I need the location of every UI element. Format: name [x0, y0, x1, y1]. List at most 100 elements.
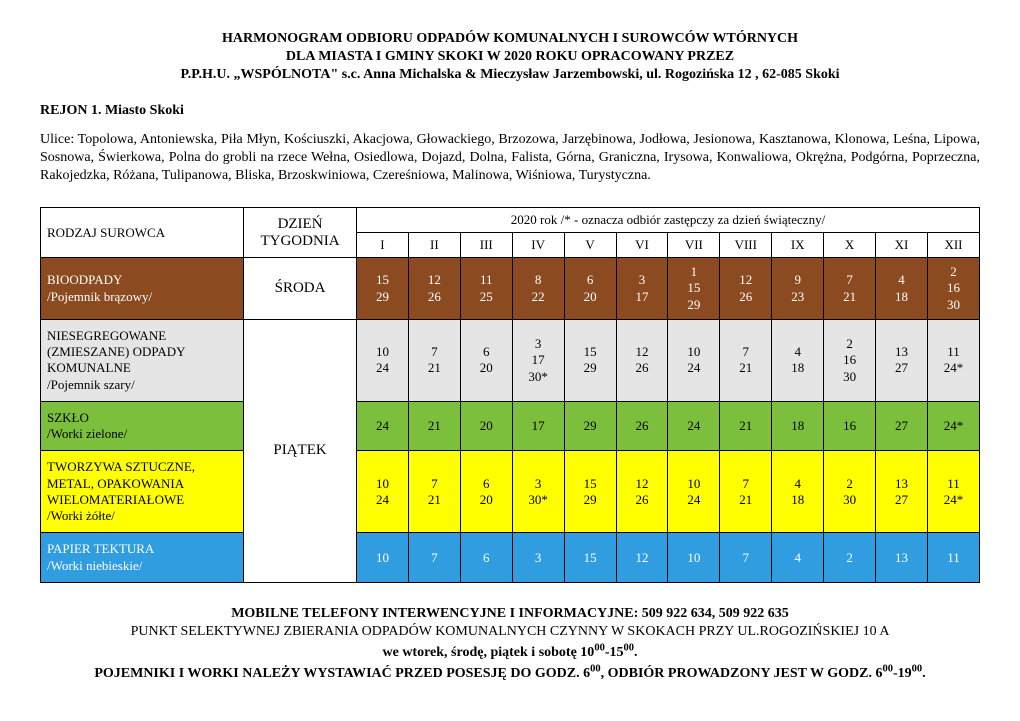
month-header: II — [408, 233, 460, 258]
cell-value: 721 — [720, 451, 772, 533]
cell-value: 24* — [927, 401, 979, 451]
cell-value: 1024 — [668, 319, 720, 401]
cell-value: 20 — [460, 401, 512, 451]
row-label: BIOODPADY/Pojemnik brązowy/ — [41, 258, 244, 320]
cell-value: 721 — [408, 319, 460, 401]
cell-value: 1226 — [720, 258, 772, 320]
month-header: VII — [668, 233, 720, 258]
cell-value: 24 — [356, 401, 408, 451]
cell-value: 418 — [772, 451, 824, 533]
cell-value: 13 — [876, 533, 928, 583]
schedule-table: RODZAJ SUROWCA DZIEŃ TYGODNIA 2020 rok /… — [40, 207, 980, 583]
cell-value: 24 — [668, 401, 720, 451]
row-label: TWORZYWA SZTUCZNE, METAL, OPAKOWANIA WIE… — [41, 451, 244, 533]
cell-value: 31730* — [512, 319, 564, 401]
row-day: ŚRODA — [244, 258, 357, 320]
footer-instructions: POJEMNIKI I WORKI NALEŻY WYSTAWIAĆ PRZED… — [94, 666, 925, 681]
cell-value: 620 — [564, 258, 616, 320]
cell-value: 21630 — [824, 319, 876, 401]
cell-value: 18 — [772, 401, 824, 451]
cell-value: 7 — [408, 533, 460, 583]
month-header: VI — [616, 233, 668, 258]
cell-value: 1327 — [876, 319, 928, 401]
cell-value: 1024 — [356, 451, 408, 533]
cell-value: 721 — [408, 451, 460, 533]
cell-value: 1226 — [616, 319, 668, 401]
table-row: SZKŁO/Worki zielone/ 24 21 20 17 29 26 2… — [41, 401, 980, 451]
month-header: X — [824, 233, 876, 258]
cell-value: 1226 — [408, 258, 460, 320]
row-label: NIESEGREGOWANE (ZMIESZANE) ODPADY KOMUNA… — [41, 319, 244, 401]
footer-phones: MOBILNE TELEFONY INTERWENCYJNE I INFORMA… — [231, 606, 789, 621]
cell-value: 17 — [512, 401, 564, 451]
rodzaj-header: RODZAJ SUROWCA — [41, 208, 244, 258]
row-label: SZKŁO/Worki zielone/ — [41, 401, 244, 451]
cell-value: 1529 — [564, 319, 616, 401]
month-header: V — [564, 233, 616, 258]
footer-hours: we wtorek, środę, piątek i sobotę 1000-1… — [383, 645, 638, 660]
cell-value: 418 — [876, 258, 928, 320]
cell-value: 26 — [616, 401, 668, 451]
row-day: PIĄTEK — [244, 319, 357, 582]
year-header: 2020 rok /* - oznacza odbiór zastępczy z… — [356, 208, 979, 233]
cell-value: 1529 — [564, 451, 616, 533]
table-row: TWORZYWA SZTUCZNE, METAL, OPAKOWANIA WIE… — [41, 451, 980, 533]
document-header: HARMONOGRAM ODBIORU ODPADÓW KOMUNALNYCH … — [40, 30, 980, 85]
cell-value: 7 — [720, 533, 772, 583]
cell-value: 620 — [460, 451, 512, 533]
cell-value: 11 — [927, 533, 979, 583]
cell-value: 15 — [564, 533, 616, 583]
table-header-row-1: RODZAJ SUROWCA DZIEŃ TYGODNIA 2020 rok /… — [41, 208, 980, 233]
document-footer: MOBILNE TELEFONY INTERWENCYJNE I INFORMA… — [40, 605, 980, 683]
month-header: I — [356, 233, 408, 258]
header-line1: HARMONOGRAM ODBIORU ODPADÓW KOMUNALNYCH … — [40, 30, 980, 48]
cell-value: 1024 — [668, 451, 720, 533]
cell-value: 29 — [564, 401, 616, 451]
month-header: IV — [512, 233, 564, 258]
cell-value: 317 — [616, 258, 668, 320]
cell-value: 721 — [720, 319, 772, 401]
region-title: REJON 1. Miasto Skoki — [40, 103, 980, 119]
cell-value: 27 — [876, 401, 928, 451]
cell-value: 21 — [720, 401, 772, 451]
header-line3: P.P.H.U. „WSPÓLNOTA" s.c. Anna Michalska… — [40, 66, 980, 84]
cell-value: 3 — [512, 533, 564, 583]
cell-value: 6 — [460, 533, 512, 583]
cell-value: 1327 — [876, 451, 928, 533]
cell-value: 4 — [772, 533, 824, 583]
cell-value: 1124* — [927, 319, 979, 401]
month-header: VIII — [720, 233, 772, 258]
cell-value: 330* — [512, 451, 564, 533]
cell-value: 2 — [824, 533, 876, 583]
month-header: III — [460, 233, 512, 258]
cell-value: 1125 — [460, 258, 512, 320]
streets-list: Ulice: Topolowa, Antoniewska, Piła Młyn,… — [40, 131, 980, 186]
cell-value: 230 — [824, 451, 876, 533]
cell-value: 620 — [460, 319, 512, 401]
cell-value: 12 — [616, 533, 668, 583]
table-row: BIOODPADY/Pojemnik brązowy/ ŚRODA 1529 1… — [41, 258, 980, 320]
cell-value: 721 — [824, 258, 876, 320]
cell-value: 21 — [408, 401, 460, 451]
cell-value: 21630 — [927, 258, 979, 320]
cell-value: 1529 — [356, 258, 408, 320]
month-header: XII — [927, 233, 979, 258]
cell-value: 10 — [668, 533, 720, 583]
table-row: PAPIER TEKTURA/Worki niebieskie/ 10 7 6 … — [41, 533, 980, 583]
month-header: IX — [772, 233, 824, 258]
cell-value: 11529 — [668, 258, 720, 320]
cell-value: 1024 — [356, 319, 408, 401]
footer-address: PUNKT SELEKTYWNEJ ZBIERANIA ODPADÓW KOMU… — [131, 624, 890, 639]
cell-value: 822 — [512, 258, 564, 320]
table-row: NIESEGREGOWANE (ZMIESZANE) ODPADY KOMUNA… — [41, 319, 980, 401]
cell-value: 418 — [772, 319, 824, 401]
cell-value: 1124* — [927, 451, 979, 533]
cell-value: 16 — [824, 401, 876, 451]
cell-value: 1226 — [616, 451, 668, 533]
cell-value: 923 — [772, 258, 824, 320]
cell-value: 10 — [356, 533, 408, 583]
month-header: XI — [876, 233, 928, 258]
dzien-header: DZIEŃ TYGODNIA — [244, 208, 357, 258]
row-label: PAPIER TEKTURA/Worki niebieskie/ — [41, 533, 244, 583]
header-line2: DLA MIASTA I GMINY SKOKI W 2020 ROKU OPR… — [40, 48, 980, 66]
